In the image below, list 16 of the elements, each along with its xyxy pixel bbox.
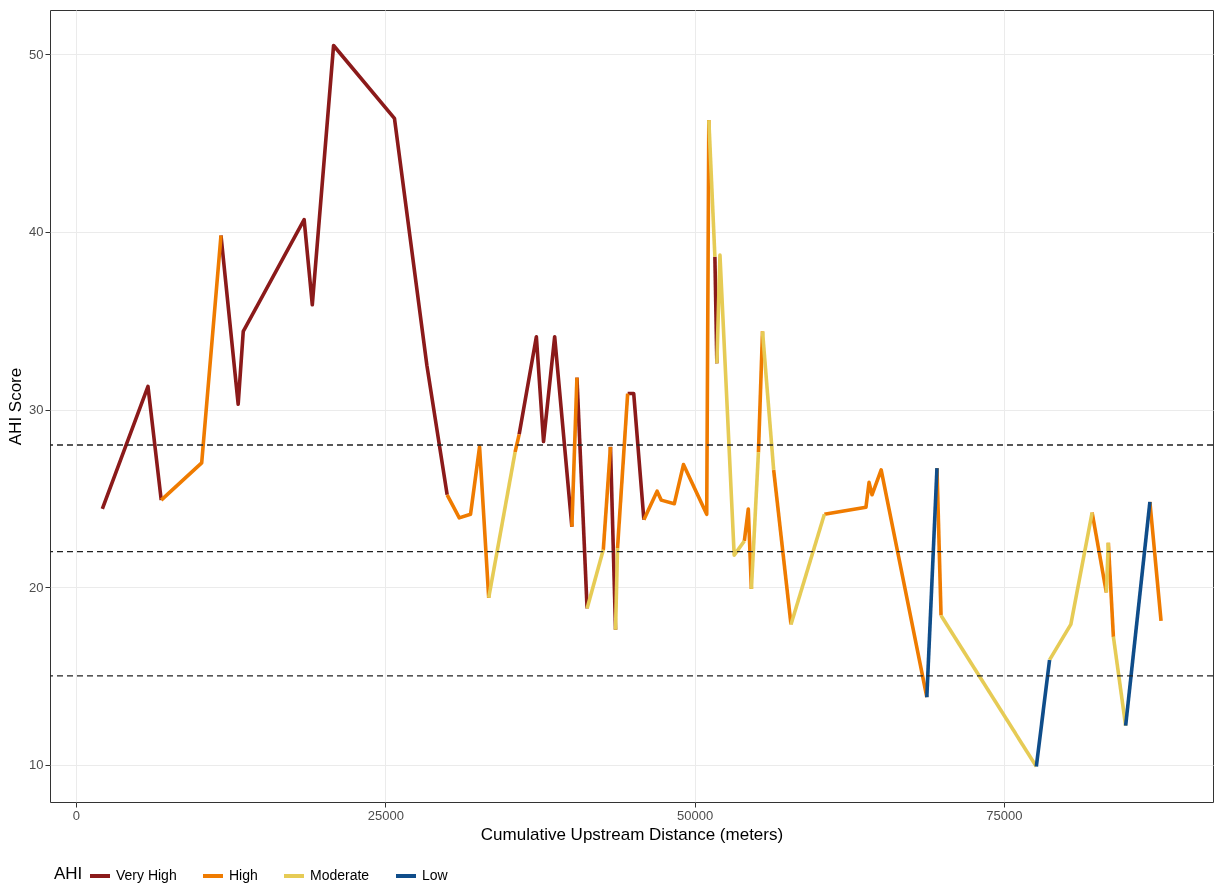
x-tick-label: 25000 <box>367 807 404 823</box>
y-tick-label: 40 <box>29 224 44 240</box>
y-tick-label: 50 <box>29 46 44 62</box>
legend-label: Very High <box>116 867 177 883</box>
y-axis-title: AHI Score <box>6 367 26 446</box>
legend-label: Moderate <box>310 867 370 883</box>
legend-title: AHI <box>54 864 83 883</box>
x-axis-title: Cumulative Upstream Distance (meters) <box>480 824 784 844</box>
legend-label: High <box>229 867 258 883</box>
y-tick-label: 10 <box>29 757 44 773</box>
legend-label: Low <box>422 867 449 883</box>
x-tick-label: 0 <box>72 807 81 823</box>
x-tick-label: 50000 <box>677 807 714 823</box>
y-tick-label: 30 <box>29 402 44 418</box>
y-tick-label: 20 <box>29 579 44 595</box>
x-tick-label: 75000 <box>986 807 1023 823</box>
